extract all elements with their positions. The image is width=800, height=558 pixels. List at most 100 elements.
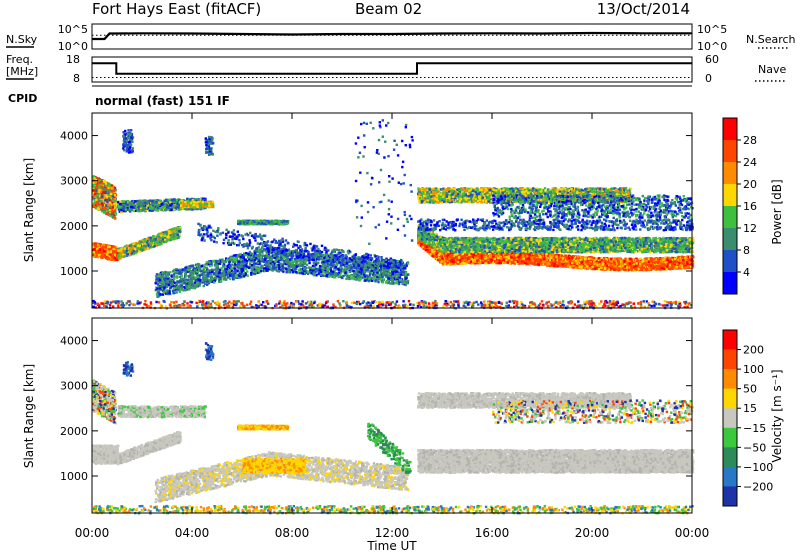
power-echo — [165, 231, 167, 233]
power-echo — [125, 250, 127, 252]
power-echo — [114, 250, 116, 252]
power-echo — [108, 194, 110, 196]
power-echo — [211, 142, 213, 144]
power-echo — [132, 243, 134, 245]
power-echo — [139, 201, 141, 203]
power-echo — [122, 143, 124, 145]
nsearch-label: N.Search — [746, 33, 796, 46]
power-echo — [100, 200, 102, 202]
noise-y2-tick-bottom: 10^0 — [697, 40, 727, 53]
power-echo — [171, 199, 173, 201]
power-echo — [130, 248, 132, 250]
power-echo — [107, 207, 109, 209]
power-heatmap — [92, 119, 694, 309]
cpid-label: CPID — [8, 92, 37, 105]
power-echo — [128, 141, 130, 143]
power-echo — [150, 205, 152, 207]
power-echo — [123, 200, 125, 202]
power-echo — [270, 222, 272, 224]
power-echo — [137, 206, 139, 208]
power-echo — [239, 222, 241, 224]
nsky-label: N.Sky — [6, 33, 38, 46]
power-echo — [105, 182, 107, 184]
power-echo — [251, 221, 253, 223]
power-echo — [170, 234, 172, 236]
power-echo — [127, 133, 129, 135]
power-echo — [103, 211, 105, 213]
power-echo — [134, 248, 136, 250]
power-echo — [114, 257, 116, 259]
power-echo — [157, 243, 159, 245]
power-echo — [150, 239, 152, 241]
power-echo — [127, 137, 129, 139]
power-echo — [101, 247, 103, 249]
nsky-trace — [92, 33, 692, 39]
power-echo — [209, 136, 211, 138]
power-echo — [211, 137, 213, 139]
power-echo — [99, 248, 101, 250]
power-echo — [131, 200, 133, 202]
power-echo — [157, 234, 159, 236]
power-echo — [202, 201, 204, 203]
power-echo — [165, 209, 167, 211]
power-echo — [199, 203, 201, 205]
power-echo — [110, 251, 112, 253]
power-echo — [286, 222, 288, 224]
power-echo — [129, 147, 131, 149]
freq-unit-label: [MHz] — [6, 65, 38, 78]
power-echo — [125, 203, 127, 205]
freq-y2-tick-top: 60 — [705, 53, 719, 66]
power-echo — [177, 234, 179, 236]
power-echo — [94, 193, 96, 195]
power-echo — [119, 257, 121, 259]
power-echo — [109, 199, 111, 201]
power-echo — [190, 208, 192, 210]
power-echo — [211, 205, 213, 207]
power-echo — [260, 220, 262, 222]
power-echo — [104, 246, 106, 248]
power-echo — [95, 199, 97, 201]
power-echo — [180, 205, 182, 207]
power-echo — [280, 223, 282, 225]
power-echo — [209, 142, 211, 144]
power-echo — [125, 208, 127, 210]
power-echo — [114, 194, 116, 196]
power-echo — [114, 254, 116, 256]
power-echo — [105, 191, 107, 193]
power-echo — [130, 139, 132, 141]
power-echo — [119, 203, 121, 205]
power-echo — [119, 206, 121, 208]
power-echo — [122, 135, 124, 137]
power-echo — [130, 143, 132, 145]
power-echo — [142, 249, 144, 251]
power-echo — [98, 189, 100, 191]
power-echo — [165, 241, 167, 243]
power-echo — [166, 233, 168, 235]
freq-y-tick-top: 18 — [66, 53, 80, 66]
power-echo — [95, 206, 97, 208]
power-echo — [118, 209, 120, 211]
power-echo — [263, 220, 265, 222]
power-echo — [204, 203, 206, 205]
power-echo — [127, 129, 129, 131]
power-echo — [134, 252, 136, 254]
power-echo — [173, 227, 175, 229]
power-echo — [211, 139, 213, 141]
power-echo — [129, 245, 131, 247]
power-echo — [244, 220, 246, 222]
power-echo — [120, 249, 122, 251]
power-echo — [161, 203, 163, 205]
power-echo — [207, 147, 209, 149]
power-echo — [136, 203, 138, 205]
power-echo — [124, 130, 126, 132]
power-echo — [110, 193, 112, 195]
power-echo — [152, 207, 154, 209]
power-echo — [131, 149, 133, 151]
power-echo — [159, 200, 161, 202]
power-echo — [171, 203, 173, 205]
power-echo — [165, 199, 167, 201]
power-echo — [97, 245, 99, 247]
power-echo — [102, 191, 104, 193]
